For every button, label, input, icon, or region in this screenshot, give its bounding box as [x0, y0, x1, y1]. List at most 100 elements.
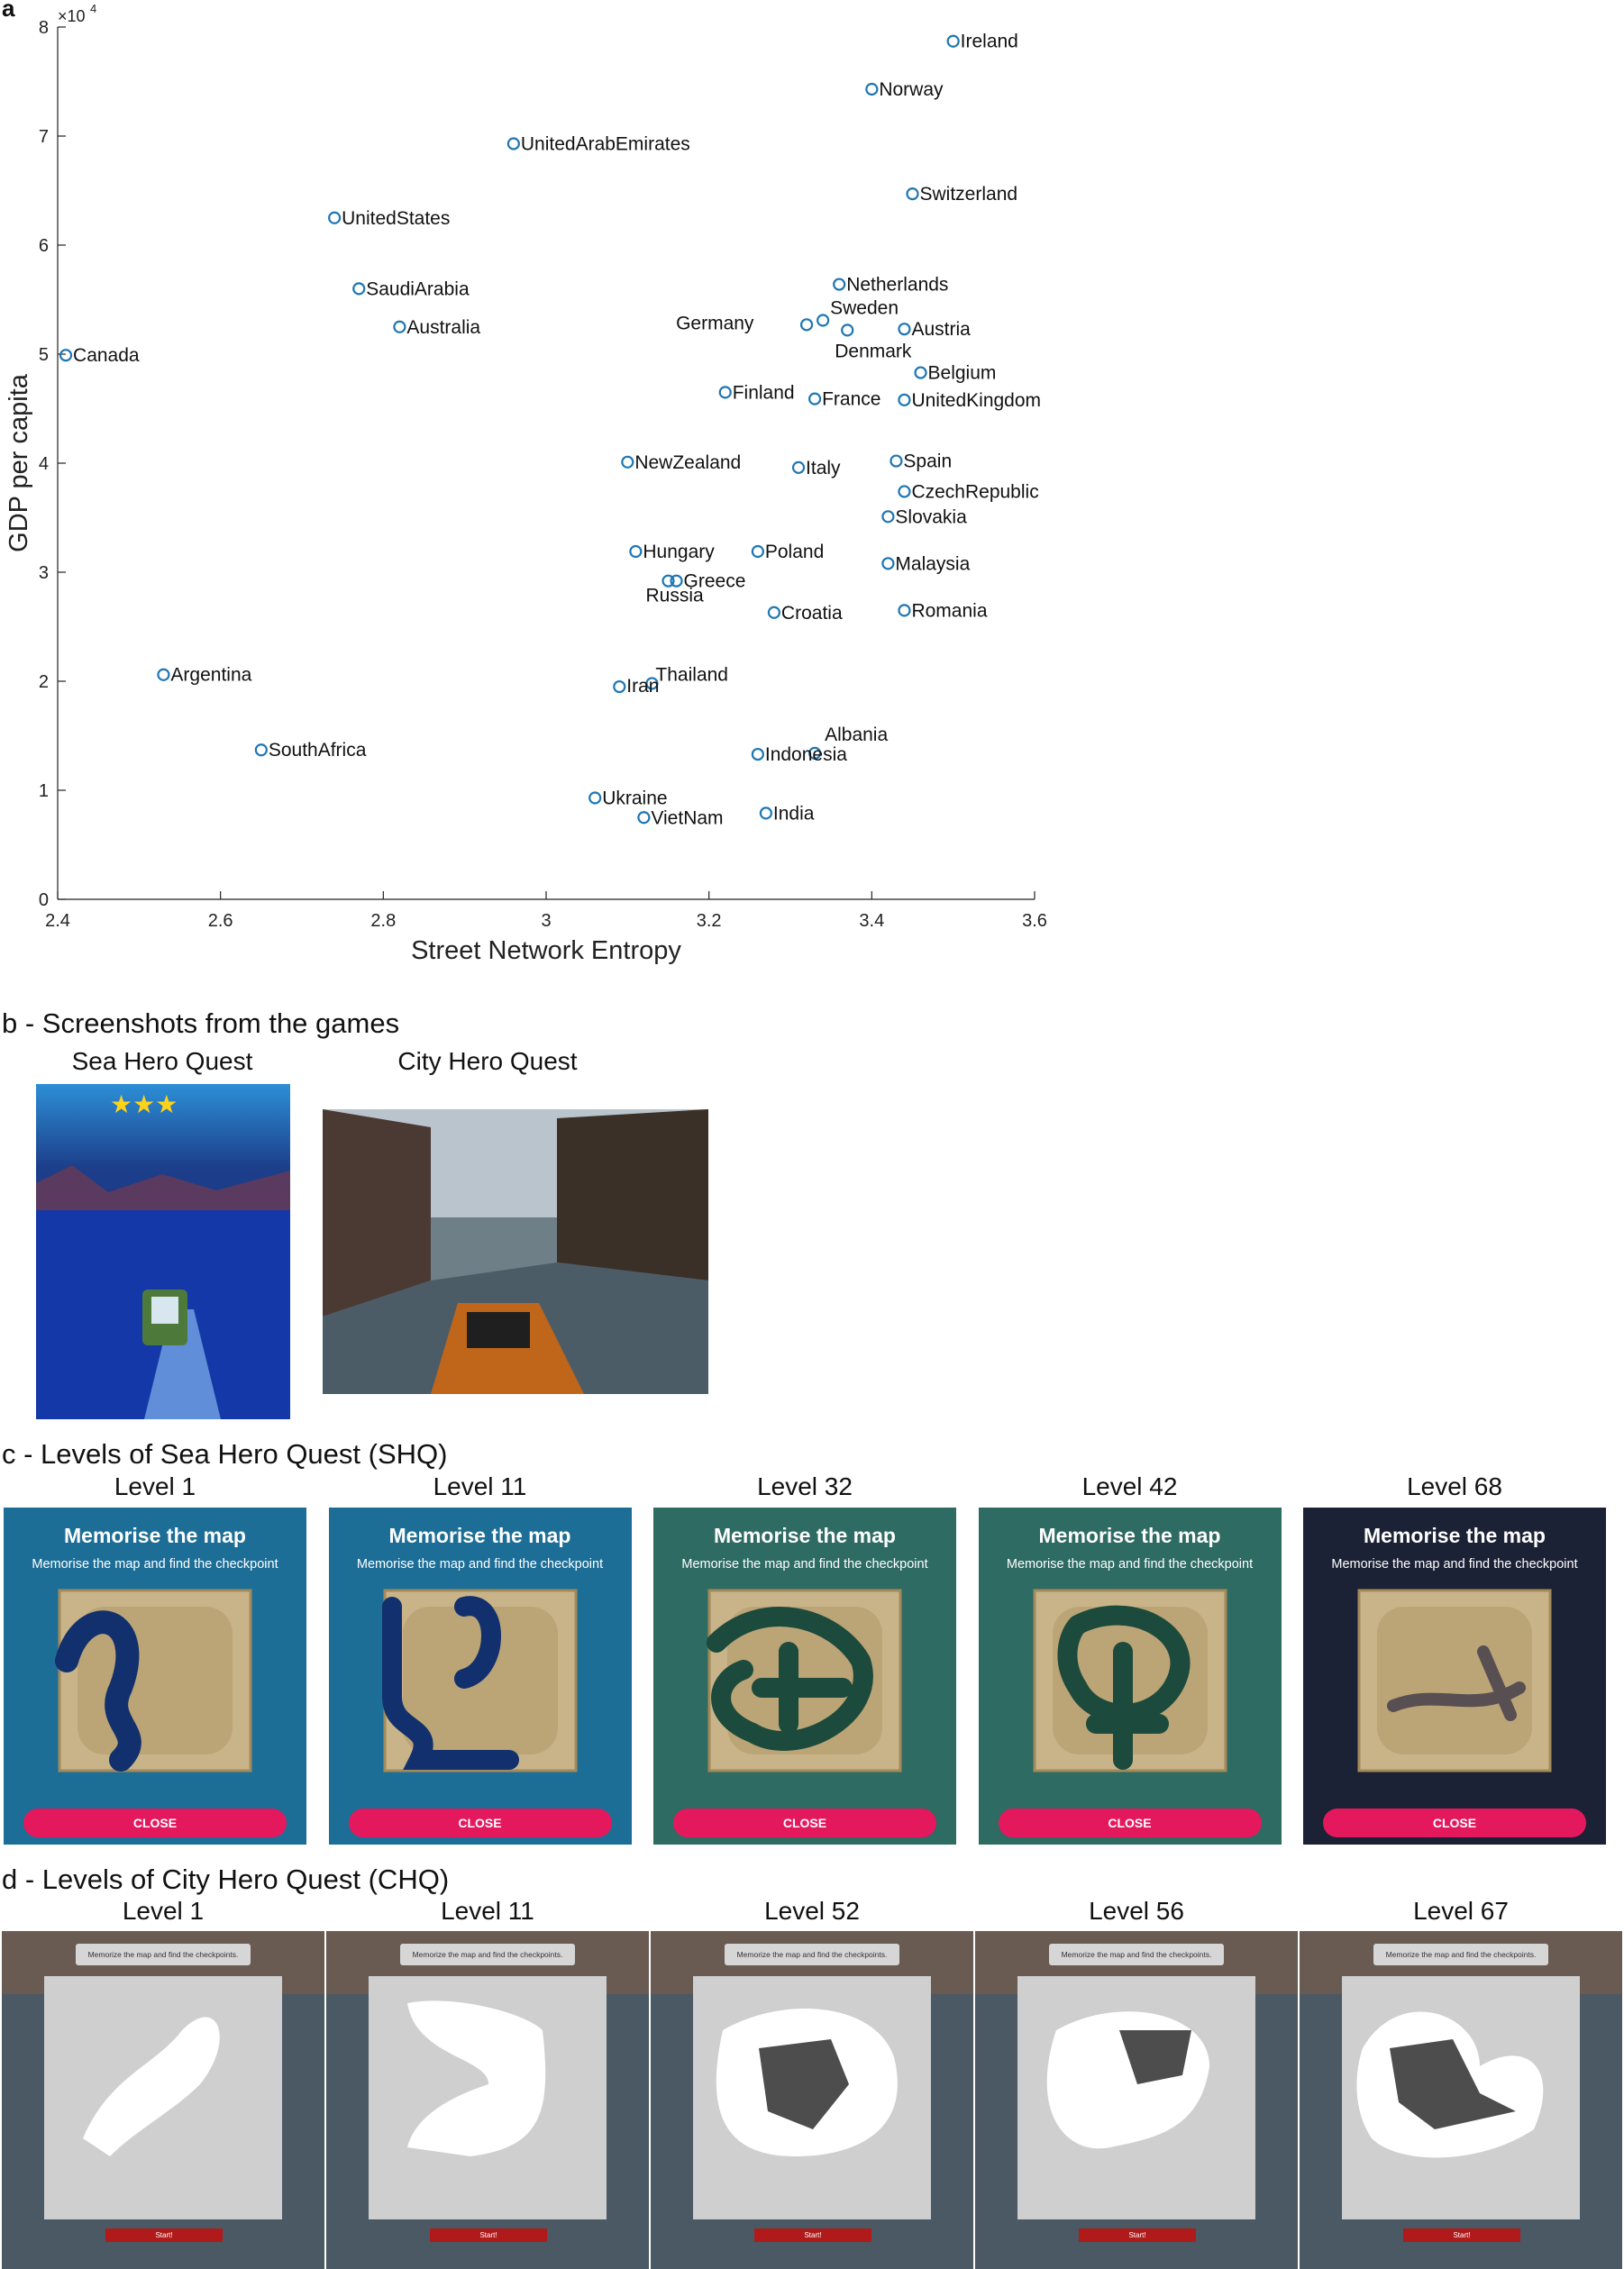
point-marker [799, 318, 814, 332]
point-label: Sweden [830, 297, 899, 318]
point-label: Iran [626, 676, 659, 697]
chq-level-caption: Level 67 [1413, 1897, 1509, 1925]
point-marker [881, 557, 895, 570]
shq-level-tile: Memorise the map Memorise the map and fin… [978, 1508, 1282, 1845]
point-marker [791, 460, 806, 474]
chq-level-tile: Memorize the map and find the checkpoint… [1300, 1931, 1622, 2269]
point-label: Ukraine [602, 788, 667, 808]
point-marker [898, 485, 911, 498]
point-label: Finland [733, 382, 795, 403]
chq-level-tile: Memorize the map and find the checkpoint… [2, 1931, 324, 2269]
chq-map-board [651, 1931, 973, 2219]
y-tick-label: 2 [39, 672, 49, 692]
point-label: Romania [911, 600, 987, 621]
chq-level-caption: Level 11 [441, 1897, 534, 1925]
point-label: VietNam [651, 807, 723, 828]
svg-text:★★★: ★★★ [110, 1089, 178, 1119]
x-axis-title: Street Network Entropy [411, 936, 681, 965]
point-label: Malaysia [895, 553, 970, 574]
point-marker [588, 791, 602, 805]
chq-start-button[interactable]: Start! [754, 2228, 871, 2242]
shq-subtitle: Memorise the map and find the checkpoint [32, 1557, 278, 1572]
shq-map-parchment [1357, 1589, 1552, 1772]
chq-instruction-note: Memorize the map and find the checkpoint… [725, 1944, 899, 1965]
point-marker [718, 386, 732, 399]
x-tick-label: 2.6 [208, 911, 233, 931]
shq-heading: Memorise the map [1038, 1524, 1221, 1547]
panel-c-title: c - Levels of Sea Hero Quest (SHQ) [2, 1438, 448, 1470]
chq-start-button[interactable]: Start! [1403, 2228, 1520, 2242]
point-label: UnitedStates [342, 208, 450, 229]
y-tick-label: 3 [39, 563, 49, 583]
axes: 2.4 2.6 2.8 3 3.2 3.4 3.6 0 1 2 3 4 5 6 7 8 ×10 4 Street N… [5, 2, 1047, 965]
point-marker [751, 544, 764, 559]
chq-level-tile: Memorize the map and find the checkpoint… [975, 1931, 1298, 2269]
shq-level-caption: Level 42 [1081, 1472, 1178, 1500]
y-exponent-label: ×10 [58, 7, 86, 25]
point-label: Hungary [643, 542, 715, 562]
point-label: France [822, 389, 880, 410]
shq-subtitle: Memorise the map and find the checkpoint [1331, 1557, 1578, 1572]
shq-heading: Memorise the map [388, 1524, 571, 1547]
point-label: Denmark [835, 341, 912, 361]
chq-level-tile: Memorize the map and find the checkpoint… [326, 1931, 649, 2269]
city-hero-quest-caption: City Hero Quest [397, 1047, 578, 1075]
y-tick-label: 1 [39, 781, 49, 801]
chq-level-caption: Level 56 [1089, 1897, 1184, 1925]
point-label: Canada [73, 345, 140, 366]
point-marker [637, 811, 651, 825]
shq-close-button[interactable]: CLOSE [348, 1809, 612, 1837]
point-label: Spain [903, 451, 952, 472]
point-label: Netherlands [846, 275, 948, 296]
shq-subtitle: Memorise the map and find the checkpoint [1006, 1557, 1254, 1572]
point-label: Greece [684, 571, 746, 592]
point-marker [759, 806, 773, 820]
shq-close-button[interactable]: CLOSE [23, 1809, 287, 1837]
shq-close-button[interactable]: CLOSE [1323, 1809, 1586, 1837]
x-tick-label: 3.2 [697, 911, 722, 931]
shq-close-button[interactable]: CLOSE [998, 1809, 1262, 1837]
point-label: UnitedKingdom [911, 390, 1041, 411]
sea-hero-quest-screenshot: ★★★ [36, 1084, 290, 1419]
chq-instruction-note: Memorize the map and find the checkpoint… [76, 1944, 251, 1965]
shq-subtitle: Memorise the map and find the checkpoint [356, 1557, 604, 1572]
shq-level-tile: Memorise the map Memorise the map and fin… [4, 1508, 306, 1845]
y-tick-label: 7 [39, 127, 49, 147]
y-axis-title: GDP per capita [5, 373, 33, 552]
shq-level-tile: Memorise the map Memorise the map and fin… [1303, 1508, 1606, 1845]
point-marker [613, 679, 626, 694]
point-marker [352, 282, 366, 296]
point-marker [661, 574, 675, 588]
point-marker [833, 278, 846, 291]
point-marker [767, 606, 781, 619]
point-label: SouthAfrica [269, 740, 367, 761]
point-label: Germany [676, 313, 754, 333]
chq-start-button[interactable]: Start! [430, 2228, 547, 2242]
point-label: Italy [806, 458, 841, 478]
chq-level-caption: Level 52 [764, 1897, 860, 1925]
point-marker [946, 34, 960, 48]
shq-heading: Memorise the map [1364, 1524, 1546, 1547]
y-tick-label: 0 [39, 890, 49, 910]
point-label: SaudiArabia [366, 278, 470, 299]
shq-level-tile: Memorise the map Memorise the map and fin… [653, 1508, 956, 1845]
chq-start-button[interactable]: Start! [105, 2228, 223, 2242]
point-marker [881, 510, 895, 524]
shq-map-parchment [381, 1589, 577, 1772]
point-label: Russia [646, 586, 705, 606]
point-label: UnitedArabEmirates [521, 133, 690, 154]
point-marker [865, 82, 879, 96]
chq-instruction-note: Memorize the map and find the checkpoint… [1373, 1944, 1548, 1965]
x-tick-label: 3.6 [1022, 911, 1047, 931]
point-label: Poland [765, 542, 824, 562]
point-marker [906, 187, 919, 201]
panel-d-title: d - Levels of City Hero Quest (CHQ) [2, 1863, 450, 1895]
shq-close-button[interactable]: CLOSE [673, 1809, 936, 1837]
shq-level-caption: Level 32 [757, 1472, 853, 1500]
y-tick-label: 4 [39, 454, 49, 474]
point-label: Australia [406, 317, 480, 338]
point-marker [898, 393, 911, 406]
chq-start-button[interactable]: Start! [1079, 2228, 1196, 2242]
point-marker [841, 323, 854, 337]
point-label: NewZealand [634, 452, 741, 473]
